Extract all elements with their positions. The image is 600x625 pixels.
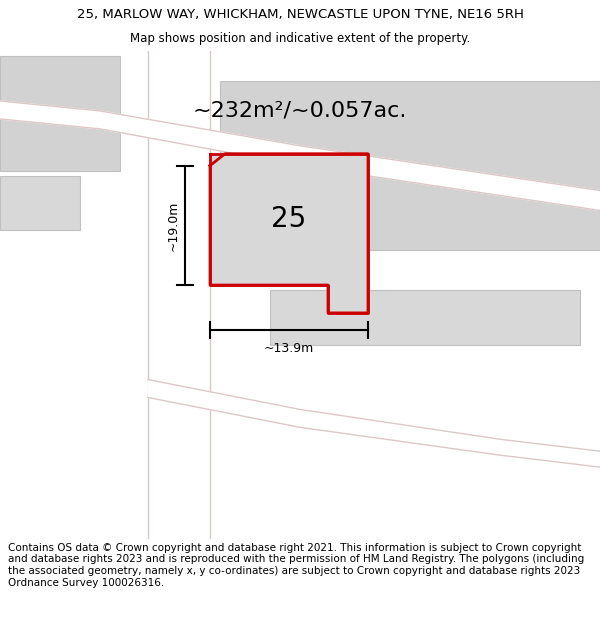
- Bar: [270, 290, 580, 345]
- Bar: [0, 176, 80, 231]
- Polygon shape: [0, 101, 600, 211]
- Bar: [0, 56, 120, 171]
- Text: ~13.9m: ~13.9m: [264, 342, 314, 355]
- Bar: [220, 81, 600, 250]
- Polygon shape: [148, 379, 600, 467]
- Text: ~232m²/~0.057ac.: ~232m²/~0.057ac.: [193, 101, 407, 121]
- Text: ~19.0m: ~19.0m: [167, 200, 180, 251]
- Text: 25, MARLOW WAY, WHICKHAM, NEWCASTLE UPON TYNE, NE16 5RH: 25, MARLOW WAY, WHICKHAM, NEWCASTLE UPON…: [77, 8, 523, 21]
- Text: Map shows position and indicative extent of the property.: Map shows position and indicative extent…: [130, 32, 470, 45]
- Polygon shape: [148, 51, 210, 539]
- Text: Contains OS data © Crown copyright and database right 2021. This information is : Contains OS data © Crown copyright and d…: [8, 542, 584, 588]
- Polygon shape: [210, 154, 368, 313]
- Text: 25: 25: [271, 206, 307, 233]
- Polygon shape: [210, 154, 368, 313]
